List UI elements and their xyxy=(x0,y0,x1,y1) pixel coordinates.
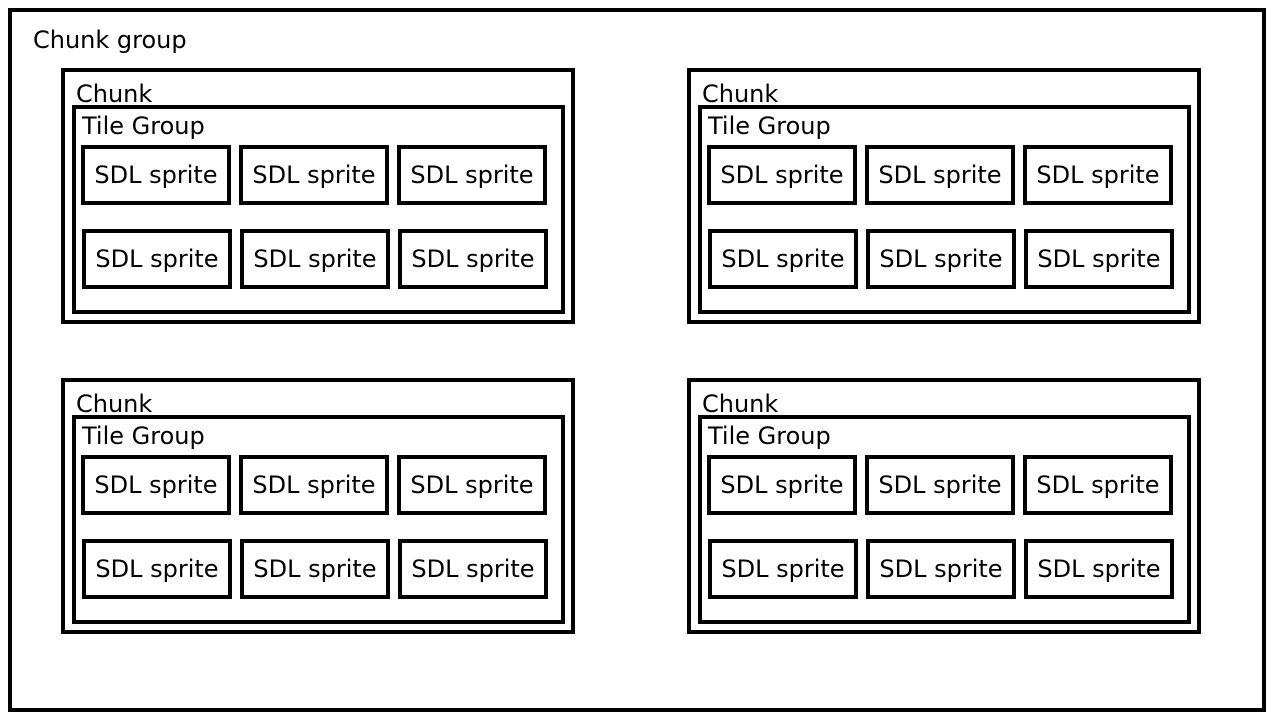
sdl-sprite-box: SDL sprite xyxy=(397,455,547,515)
tile-group-box-1: Tile Group SDL sprite SDL sprite SDL spr… xyxy=(698,105,1191,314)
sdl-sprite-box: SDL sprite xyxy=(397,145,547,205)
sdl-sprite-box: SDL sprite xyxy=(708,229,858,289)
sdl-sprite-box: SDL sprite xyxy=(239,145,389,205)
sdl-sprite-label: SDL sprite xyxy=(411,555,535,583)
sdl-sprite-label: SDL sprite xyxy=(411,245,535,273)
sdl-sprite-box: SDL sprite xyxy=(866,229,1016,289)
sdl-sprite-label: SDL sprite xyxy=(720,471,844,499)
sdl-sprite-box: SDL sprite xyxy=(240,539,390,599)
chunk-label: Chunk xyxy=(76,80,153,108)
sdl-sprite-box: SDL sprite xyxy=(1023,455,1173,515)
sdl-sprite-label: SDL sprite xyxy=(95,245,219,273)
sdl-sprite-label: SDL sprite xyxy=(95,555,219,583)
sdl-sprite-label: SDL sprite xyxy=(1037,245,1161,273)
chunk-label: Chunk xyxy=(702,80,779,108)
sdl-sprite-label: SDL sprite xyxy=(252,161,376,189)
sdl-sprite-label: SDL sprite xyxy=(253,245,377,273)
sdl-sprite-label: SDL sprite xyxy=(410,161,534,189)
sdl-sprite-label: SDL sprite xyxy=(94,471,218,499)
sdl-sprite-box: SDL sprite xyxy=(707,455,857,515)
sdl-sprite-label: SDL sprite xyxy=(1036,471,1160,499)
sdl-sprite-box: SDL sprite xyxy=(398,229,548,289)
tile-group-box-3: Tile Group SDL sprite SDL sprite SDL spr… xyxy=(698,415,1191,624)
sdl-sprite-box: SDL sprite xyxy=(81,145,231,205)
sdl-sprite-box: SDL sprite xyxy=(865,455,1015,515)
sdl-sprite-box: SDL sprite xyxy=(82,229,232,289)
sdl-sprite-box: SDL sprite xyxy=(82,539,232,599)
chunk-group-label: Chunk group xyxy=(33,26,187,54)
sdl-sprite-box: SDL sprite xyxy=(707,145,857,205)
tile-group-label: Tile Group xyxy=(82,112,205,140)
tile-group-box-2: Tile Group SDL sprite SDL sprite SDL spr… xyxy=(72,415,565,624)
chunk-box-3: Chunk Tile Group SDL sprite SDL sprite S… xyxy=(687,378,1201,634)
chunk-box-2: Chunk Tile Group SDL sprite SDL sprite S… xyxy=(61,378,575,634)
sdl-sprite-box: SDL sprite xyxy=(865,145,1015,205)
tile-group-label: Tile Group xyxy=(82,422,205,450)
sdl-sprite-box: SDL sprite xyxy=(1024,539,1174,599)
chunk-label: Chunk xyxy=(76,390,153,418)
sdl-sprite-label: SDL sprite xyxy=(878,471,1002,499)
sdl-sprite-label: SDL sprite xyxy=(720,161,844,189)
sdl-sprite-label: SDL sprite xyxy=(1037,555,1161,583)
sdl-sprite-label: SDL sprite xyxy=(879,245,1003,273)
tile-group-label: Tile Group xyxy=(708,112,831,140)
sdl-sprite-box: SDL sprite xyxy=(240,229,390,289)
sdl-sprite-label: SDL sprite xyxy=(253,555,377,583)
sdl-sprite-label: SDL sprite xyxy=(410,471,534,499)
sdl-sprite-box: SDL sprite xyxy=(81,455,231,515)
chunk-label: Chunk xyxy=(702,390,779,418)
sdl-sprite-box: SDL sprite xyxy=(866,539,1016,599)
tile-group-label: Tile Group xyxy=(708,422,831,450)
sdl-sprite-label: SDL sprite xyxy=(252,471,376,499)
chunk-box-1: Chunk Tile Group SDL sprite SDL sprite S… xyxy=(687,68,1201,324)
sdl-sprite-label: SDL sprite xyxy=(721,555,845,583)
sdl-sprite-label: SDL sprite xyxy=(721,245,845,273)
sdl-sprite-box: SDL sprite xyxy=(398,539,548,599)
chunk-box-0: Chunk Tile Group SDL sprite SDL sprite S… xyxy=(61,68,575,324)
sdl-sprite-label: SDL sprite xyxy=(1036,161,1160,189)
sdl-sprite-box: SDL sprite xyxy=(708,539,858,599)
sdl-sprite-label: SDL sprite xyxy=(878,161,1002,189)
sdl-sprite-box: SDL sprite xyxy=(1023,145,1173,205)
sdl-sprite-box: SDL sprite xyxy=(239,455,389,515)
sdl-sprite-box: SDL sprite xyxy=(1024,229,1174,289)
tile-group-box-0: Tile Group SDL sprite SDL sprite SDL spr… xyxy=(72,105,565,314)
sdl-sprite-label: SDL sprite xyxy=(94,161,218,189)
sdl-sprite-label: SDL sprite xyxy=(879,555,1003,583)
